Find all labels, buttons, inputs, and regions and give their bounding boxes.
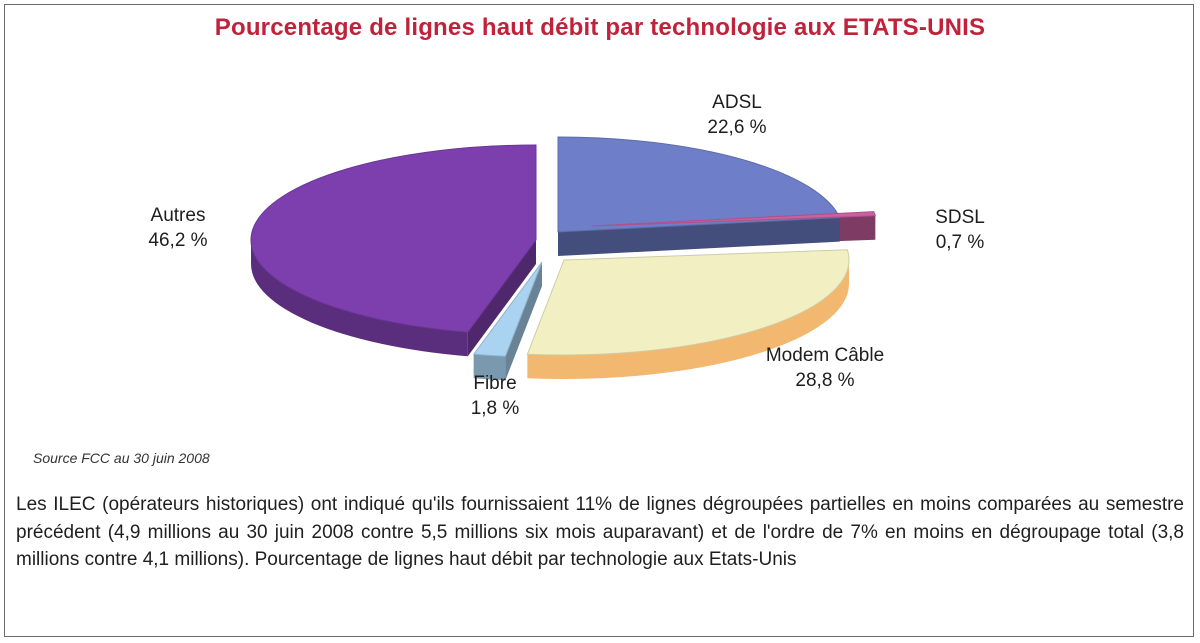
slice-rim-fibre [473,354,506,381]
slice-name: Modem Câble [765,345,885,366]
slice-value: 1,8 % [470,398,520,419]
slice-rim-autres [251,240,468,357]
slice-label-adsl: ADSL 22,6 % [672,90,802,140]
chart-frame [4,4,1194,637]
pie-chart [250,136,877,381]
slice-sdsl [591,211,877,227]
slice-modem-câble [526,249,850,356]
chart-title: Pourcentage de lignes haut débit par tec… [214,14,986,41]
slice-name: Fibre [473,373,517,394]
slice-value: 46,2 % [148,230,208,251]
slice-wall-fibre-0 [505,262,542,381]
slice-fibre [472,261,543,357]
slice-label-fibre: Fibre 1,8 % [440,371,550,421]
description-text: Les ILEC (opérateurs historiques) ont in… [16,494,1184,570]
slice-label-sdsl: SDSL 0,7 % [905,205,1015,255]
slice-wall-autres-0 [467,240,536,357]
slice-name: SDSL [935,207,985,228]
slice-label-modem-cable: Modem Câble 28,8 % [735,343,915,393]
slice-name: Autres [150,205,206,226]
slice-value: 28,8 % [795,370,855,391]
slice-value: 22,6 % [707,117,767,138]
slice-value: 0,7 % [935,232,985,253]
slice-rim-modem-câble [527,260,849,379]
slice-wall-adsl-1 [558,217,840,256]
slice-label-autres: Autres 46,2 % [118,203,238,253]
slice-name: ADSL [712,92,762,113]
slice-autres [250,144,537,333]
source-note: Source FCC au 30 juin 2008 [33,450,210,466]
slice-adsl [557,136,841,233]
